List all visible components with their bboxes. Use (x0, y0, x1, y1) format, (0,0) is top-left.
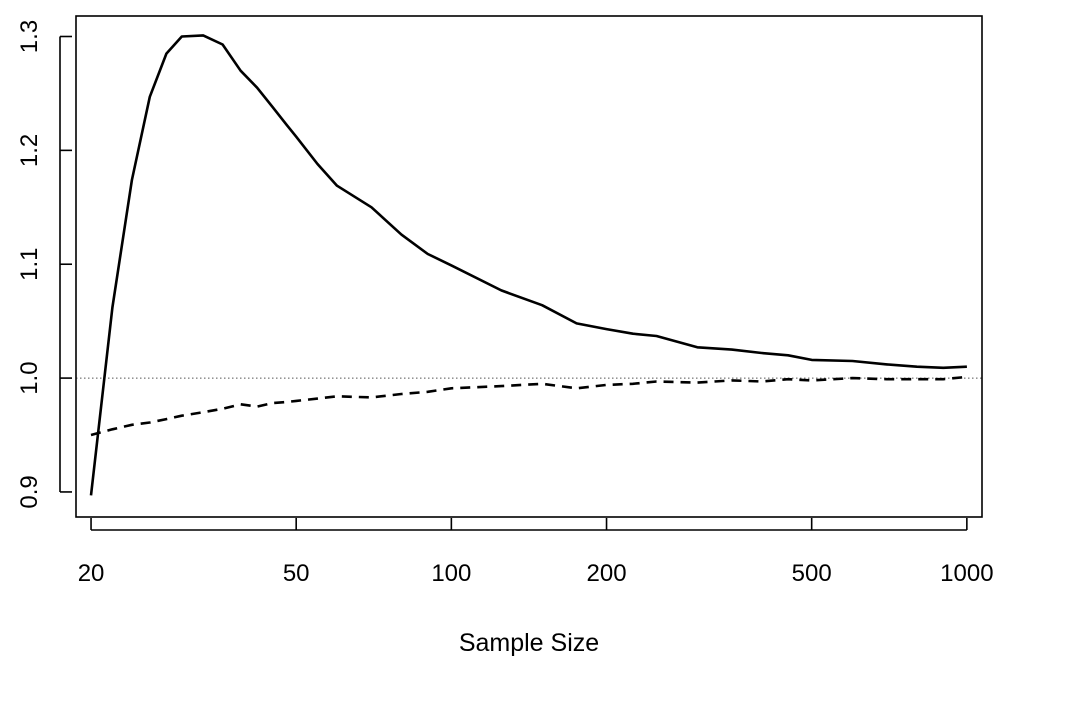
y-tick-label: 1.3 (16, 20, 43, 53)
series-line-dashed (90, 375, 968, 437)
x-tick-label: 500 (792, 560, 832, 587)
plot-area (76, 34, 982, 496)
x-tick-label: 200 (587, 560, 627, 587)
x-tick-label: 100 (431, 560, 471, 587)
y-tick-label: 0.9 (16, 475, 43, 508)
x-tick-label: 1000 (940, 560, 993, 587)
x-tick-label: 50 (283, 560, 310, 587)
y-tick-label: 1.1 (16, 248, 43, 281)
x-tick-label: 20 (78, 560, 105, 587)
x-axis-title: Sample Size (459, 629, 599, 657)
axes: 20 50 100 200 500 1000 0.9 1.0 1.1 1.2 1.3 (16, 15, 994, 587)
plot-frame (75, 15, 983, 518)
series-line-solid (89, 34, 967, 496)
y-tick-label: 1.0 (16, 361, 43, 394)
y-tick-label: 1.2 (16, 134, 43, 167)
